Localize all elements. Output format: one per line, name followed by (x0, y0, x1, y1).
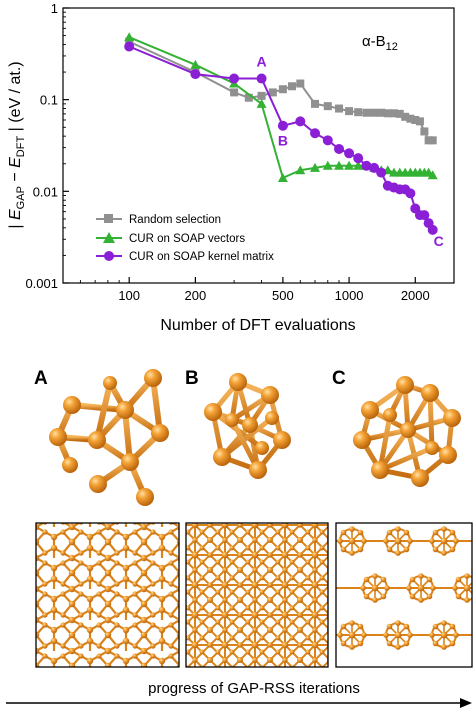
series-line (128, 36, 434, 180)
data-point (353, 160, 364, 170)
panel-label-b: B (185, 368, 199, 389)
data-point (427, 224, 438, 235)
data-point (257, 91, 266, 100)
x-tick-label: 100 (118, 288, 140, 303)
data-point (287, 82, 296, 91)
data-point (369, 162, 380, 173)
progress-arrow: progress of GAP-RSS iterations (6, 680, 472, 708)
data-point (411, 116, 420, 125)
series-2 (124, 41, 438, 235)
legend: Random selection CUR on SOAP vectors CUR… (96, 214, 274, 263)
data-point (353, 153, 364, 164)
panel-label-c: C (332, 368, 346, 389)
data-point (361, 160, 372, 171)
data-point (244, 93, 253, 102)
data-point (190, 69, 201, 80)
bulk-structure-b (185, 522, 329, 668)
data-point (310, 162, 321, 172)
data-point (419, 210, 430, 221)
series-layer (124, 32, 438, 235)
data-point (295, 165, 306, 175)
y-tick-label: 0.001 (25, 276, 58, 291)
x-axis-ticks: 100 200 500 1000 2000 (79, 277, 430, 303)
data-point (256, 98, 267, 108)
data-point (344, 148, 355, 159)
data-point (322, 160, 333, 170)
data-point (124, 32, 135, 42)
data-point (230, 88, 239, 97)
data-point (334, 160, 345, 170)
plot-frame (62, 7, 455, 284)
progress-caption: progress of GAP-RSS iterations (148, 680, 360, 697)
x-axis-label: Number of DFT evaluations (160, 317, 355, 334)
data-point (334, 143, 345, 154)
x-tick-label: 1000 (335, 288, 364, 303)
y-axis-ticks: 0.001 0.01 0.1 1 (25, 1, 69, 291)
data-point (190, 59, 201, 69)
legend-entry-cur-soap-vectors: CUR on SOAP vectors (96, 232, 245, 245)
data-point (229, 73, 240, 84)
legend-entry-cur-soap-kernel: CUR on SOAP kernel matrix (96, 251, 274, 263)
y-axis-label: | EGAP − EDFT | (eV / at.) (7, 61, 27, 228)
legend-label-cur-soap-vectors: CUR on SOAP vectors (129, 233, 245, 245)
data-point (268, 88, 277, 97)
annotation-b: B (278, 133, 288, 149)
legend-entry-random: Random selection (96, 214, 221, 226)
data-point (389, 109, 398, 118)
cluster-c-image (353, 376, 461, 487)
data-point (322, 135, 333, 146)
y-tick-label: 1 (51, 1, 58, 16)
data-point (362, 108, 371, 117)
data-point (345, 107, 354, 116)
data-point (406, 114, 415, 123)
panel-label-a: A (34, 368, 48, 389)
x-tick-label: 500 (272, 288, 294, 303)
data-point (424, 136, 433, 145)
data-point (295, 116, 306, 127)
y-tick-label: 0.1 (40, 93, 58, 108)
data-point (401, 112, 410, 121)
data-point (278, 85, 287, 94)
series-1 (124, 32, 438, 182)
data-point (277, 120, 288, 131)
data-point (415, 117, 424, 126)
data-point (383, 109, 392, 118)
cluster-a-image (49, 369, 169, 506)
legend-label-random: Random selection (129, 214, 221, 226)
y-tick-label: 0.01 (33, 184, 58, 199)
data-point (377, 108, 386, 117)
data-point (277, 172, 288, 182)
data-point (344, 160, 355, 170)
annotation-c: C (434, 233, 444, 249)
chart-title: α-B12 (362, 33, 398, 53)
data-point (427, 170, 438, 180)
data-point (395, 109, 404, 118)
annotation-a: A (257, 54, 267, 70)
legend-label-cur-soap-kernel: CUR on SOAP kernel matrix (129, 251, 274, 263)
data-point (256, 73, 267, 84)
data-point (370, 108, 379, 117)
bulk-structure-c (335, 522, 473, 668)
x-tick-label: 2000 (401, 288, 430, 303)
data-point (420, 127, 429, 136)
data-point (310, 128, 321, 139)
series-0 (125, 37, 437, 145)
data-point (323, 102, 332, 111)
data-point (405, 188, 416, 199)
data-point (296, 79, 305, 88)
data-point (376, 167, 387, 178)
data-point (354, 108, 363, 117)
cluster-b-image (204, 373, 291, 479)
annotations: A B C (257, 54, 444, 249)
data-point (311, 99, 320, 108)
x-tick-label: 200 (185, 288, 207, 303)
convergence-chart: 0.001 0.01 0.1 1 100 200 500 1000 2000 A B C α-B1… (7, 1, 455, 334)
bulk-structure-a (35, 522, 180, 668)
data-point (335, 104, 344, 113)
data-point (428, 136, 437, 145)
data-point (124, 41, 135, 52)
